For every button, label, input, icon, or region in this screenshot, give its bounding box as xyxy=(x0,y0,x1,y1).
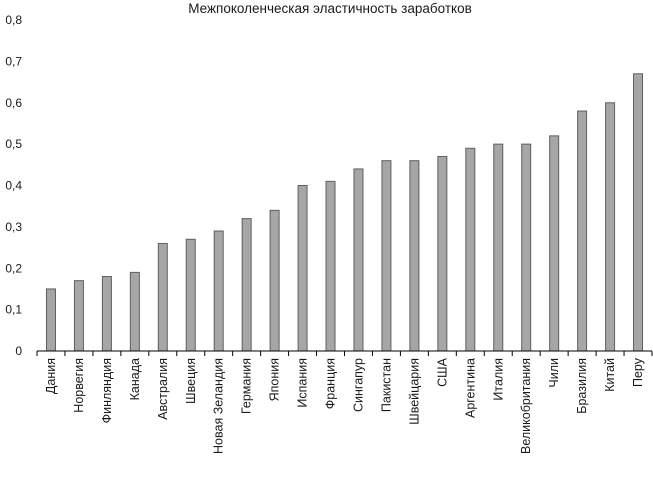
category-labels: Дания Норвегия Финляндия Канада Австралия Шве… xyxy=(44,357,645,454)
bar xyxy=(521,143,532,352)
chart-title: Межпоколенческая эластичность заработков xyxy=(188,1,472,16)
x-category-label: Дания xyxy=(44,358,58,394)
bar xyxy=(577,110,588,352)
x-axis xyxy=(36,350,653,356)
bar xyxy=(605,102,616,352)
bar xyxy=(269,209,280,352)
bar xyxy=(129,271,140,352)
x-category-label: Австралия xyxy=(156,358,170,420)
y-axis: 0 0,1 0,2 0,3 0,4 0,5 0,6 0,7 0,8 xyxy=(5,13,22,358)
x-category-label: Перу xyxy=(631,357,645,387)
bar xyxy=(493,143,504,352)
bar xyxy=(633,73,644,352)
x-category-label: Новая Зеландия xyxy=(212,358,226,454)
x-category-label: Швейцария xyxy=(407,358,421,425)
y-tick-label: 0,7 xyxy=(5,54,22,68)
x-category-label: Финляндия xyxy=(100,358,114,423)
y-tick-label: 0,1 xyxy=(5,303,22,317)
x-category-label: Италия xyxy=(491,358,505,401)
bar xyxy=(45,288,56,352)
bar xyxy=(381,160,392,352)
bar xyxy=(325,180,336,352)
x-category-label: США xyxy=(435,357,449,386)
x-category-label: Сингапур xyxy=(351,358,365,412)
bar xyxy=(157,242,168,352)
bar xyxy=(549,135,560,352)
bar xyxy=(409,160,420,352)
y-tick-label: 0,2 xyxy=(5,261,22,275)
bar xyxy=(73,280,84,352)
bar xyxy=(353,168,364,352)
bar xyxy=(297,185,308,352)
bar xyxy=(213,230,224,352)
x-category-label: Норвегия xyxy=(72,358,86,413)
y-tick-label: 0,4 xyxy=(5,179,22,193)
x-category-label: Испания xyxy=(296,358,310,408)
x-category-label: Канада xyxy=(128,358,142,400)
y-tick-label: 0,5 xyxy=(5,137,22,151)
x-category-label: Япония xyxy=(268,358,282,401)
bar xyxy=(241,218,252,352)
bars-group xyxy=(45,73,644,352)
bar xyxy=(101,276,112,352)
x-category-label: Франция xyxy=(324,358,338,409)
x-category-label: Чили xyxy=(547,358,561,388)
x-category-label: Пакистан xyxy=(379,358,393,412)
x-category-label: Великобритания xyxy=(519,358,533,454)
y-tick-label: 0 xyxy=(15,344,22,358)
y-tick-label: 0,8 xyxy=(5,13,22,27)
x-category-label: Швеция xyxy=(184,358,198,404)
bar xyxy=(465,147,476,352)
bar xyxy=(185,238,196,352)
x-category-label: Бразилия xyxy=(575,358,589,414)
x-category-label: Китай xyxy=(603,358,617,392)
y-tick-label: 0,6 xyxy=(5,96,22,110)
y-tick-label: 0,3 xyxy=(5,220,22,234)
x-category-label: Германия xyxy=(240,358,254,414)
x-category-label: Аргентина xyxy=(463,358,477,418)
bar xyxy=(437,156,448,352)
